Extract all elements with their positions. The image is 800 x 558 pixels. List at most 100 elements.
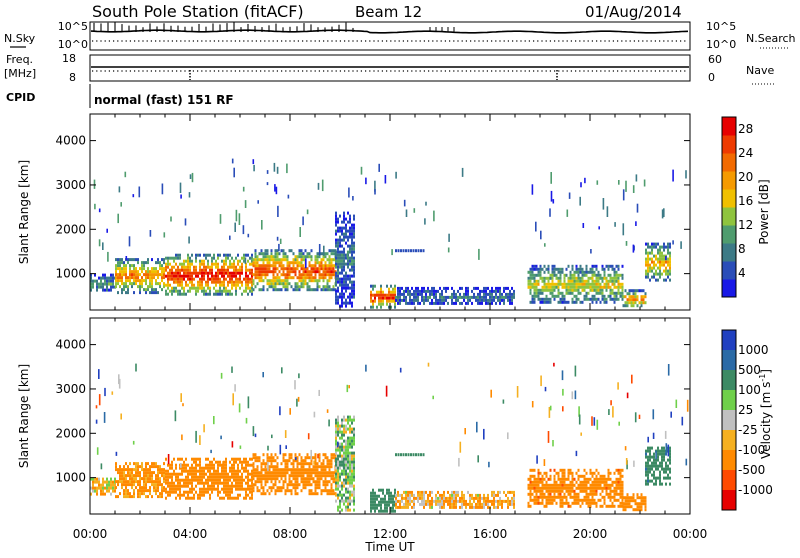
heatmap-cell	[341, 229, 343, 233]
scatter-echo	[348, 187, 350, 198]
heatmap-cell	[351, 469, 353, 473]
scatter-echo	[346, 253, 348, 258]
heatmap-cell	[535, 480, 538, 484]
heatmap-cell	[669, 278, 671, 282]
heatmap-cell	[145, 486, 147, 490]
heatmap-cell	[640, 301, 643, 305]
heatmap-cell	[233, 283, 235, 287]
heatmap-cell	[233, 466, 235, 470]
heatmap-cell	[345, 463, 347, 467]
heatmap-cell	[376, 506, 378, 510]
scatter-echo	[516, 386, 519, 398]
heatmap-cell	[149, 492, 151, 496]
heatmap-cell	[501, 292, 503, 296]
heatmap-cell	[549, 474, 552, 478]
heatmap-cell	[553, 483, 556, 487]
heatmap-cell	[645, 467, 647, 471]
heatmap-cell	[159, 261, 161, 265]
heatmap-cell	[491, 298, 493, 302]
heatmap-cell	[163, 285, 165, 289]
heatmap-cell	[167, 472, 169, 476]
heatmap-cell	[119, 261, 121, 265]
heatmap-cell	[298, 483, 301, 487]
heatmap-cell	[353, 262, 355, 266]
heatmap-cell	[537, 489, 540, 493]
heatmap-cell	[511, 292, 513, 296]
heatmap-cell	[669, 446, 671, 450]
heatmap-cell	[567, 291, 570, 295]
heatmap-cell	[199, 460, 201, 464]
heatmap-cell	[599, 504, 602, 508]
scatter-echo	[552, 440, 554, 447]
heatmap-cell	[328, 261, 331, 265]
heatmap-cell	[335, 478, 337, 482]
heatmap-cell	[378, 488, 380, 492]
heatmap-cell	[557, 495, 560, 499]
heatmap-cell	[278, 270, 281, 274]
heatmap-cell	[417, 292, 419, 296]
heatmap-cell	[270, 453, 273, 457]
heatmap-cell	[235, 469, 237, 473]
heatmap-cell	[179, 484, 181, 488]
heatmap-cell	[595, 501, 598, 505]
heatmap-cell	[119, 468, 121, 472]
scatter-echo	[285, 445, 287, 449]
heatmap-cell	[409, 502, 411, 506]
heatmap-cell	[349, 427, 351, 431]
heatmap-cell	[345, 508, 347, 512]
heatmap-cell	[628, 295, 631, 299]
heatmap-cell	[533, 489, 536, 493]
heatmap-cell	[659, 464, 661, 468]
heatmap-cell	[435, 499, 437, 503]
heatmap-cell	[547, 300, 550, 304]
heatmap-cell	[663, 245, 665, 249]
heatmap-cell	[640, 502, 643, 506]
heatmap-cell	[149, 480, 151, 484]
heatmap-cell	[129, 258, 131, 262]
heatmap-cell	[282, 459, 285, 463]
heatmap-cell	[605, 264, 608, 268]
streak-echo	[420, 249, 422, 253]
heatmap-cell	[353, 232, 355, 236]
heatmap-cell	[467, 490, 469, 494]
heatmap-cell	[347, 466, 349, 470]
heatmap-cell	[125, 474, 127, 478]
heatmap-cell	[322, 255, 325, 259]
streak-echo	[410, 453, 412, 457]
heatmap-cell	[651, 479, 653, 483]
heatmap-cell	[455, 502, 457, 506]
heatmap-cell	[347, 499, 349, 503]
heatmap-cell	[335, 280, 337, 284]
heatmap-cell	[617, 279, 620, 283]
heatmap-cell	[264, 267, 267, 271]
heatmap-cell	[485, 301, 487, 305]
heatmap-cell	[647, 446, 649, 450]
heatmap-cell	[605, 489, 608, 493]
heatmap-cell	[597, 273, 600, 277]
heatmap-cell	[110, 486, 112, 490]
heatmap-cell	[290, 267, 293, 271]
heatmap-cell	[581, 486, 584, 490]
heatmap-cell	[112, 483, 114, 487]
heatmap-cell	[529, 483, 532, 487]
scatter-echo	[448, 233, 450, 242]
heatmap-cell	[411, 499, 413, 503]
heatmap-cell	[286, 462, 289, 466]
heatmap-cell	[335, 232, 337, 236]
heatmap-cell	[497, 505, 499, 509]
heatmap-cell	[314, 474, 317, 478]
heatmap-cell	[653, 263, 655, 267]
heatmap-cell	[481, 295, 483, 299]
heatmap-cell	[247, 283, 249, 287]
heatmap-cell	[394, 488, 396, 492]
heatmap-cell	[485, 292, 487, 296]
heatmap-cell	[318, 255, 321, 259]
heatmap-cell	[386, 284, 388, 288]
heatmap-cell	[579, 276, 582, 280]
heatmap-cell	[337, 427, 339, 431]
heatmap-cell	[294, 282, 297, 286]
heatmap-cell	[392, 296, 394, 300]
heatmap-cell	[151, 291, 153, 295]
streak-echo	[422, 453, 425, 457]
heatmap-cell	[125, 477, 127, 481]
